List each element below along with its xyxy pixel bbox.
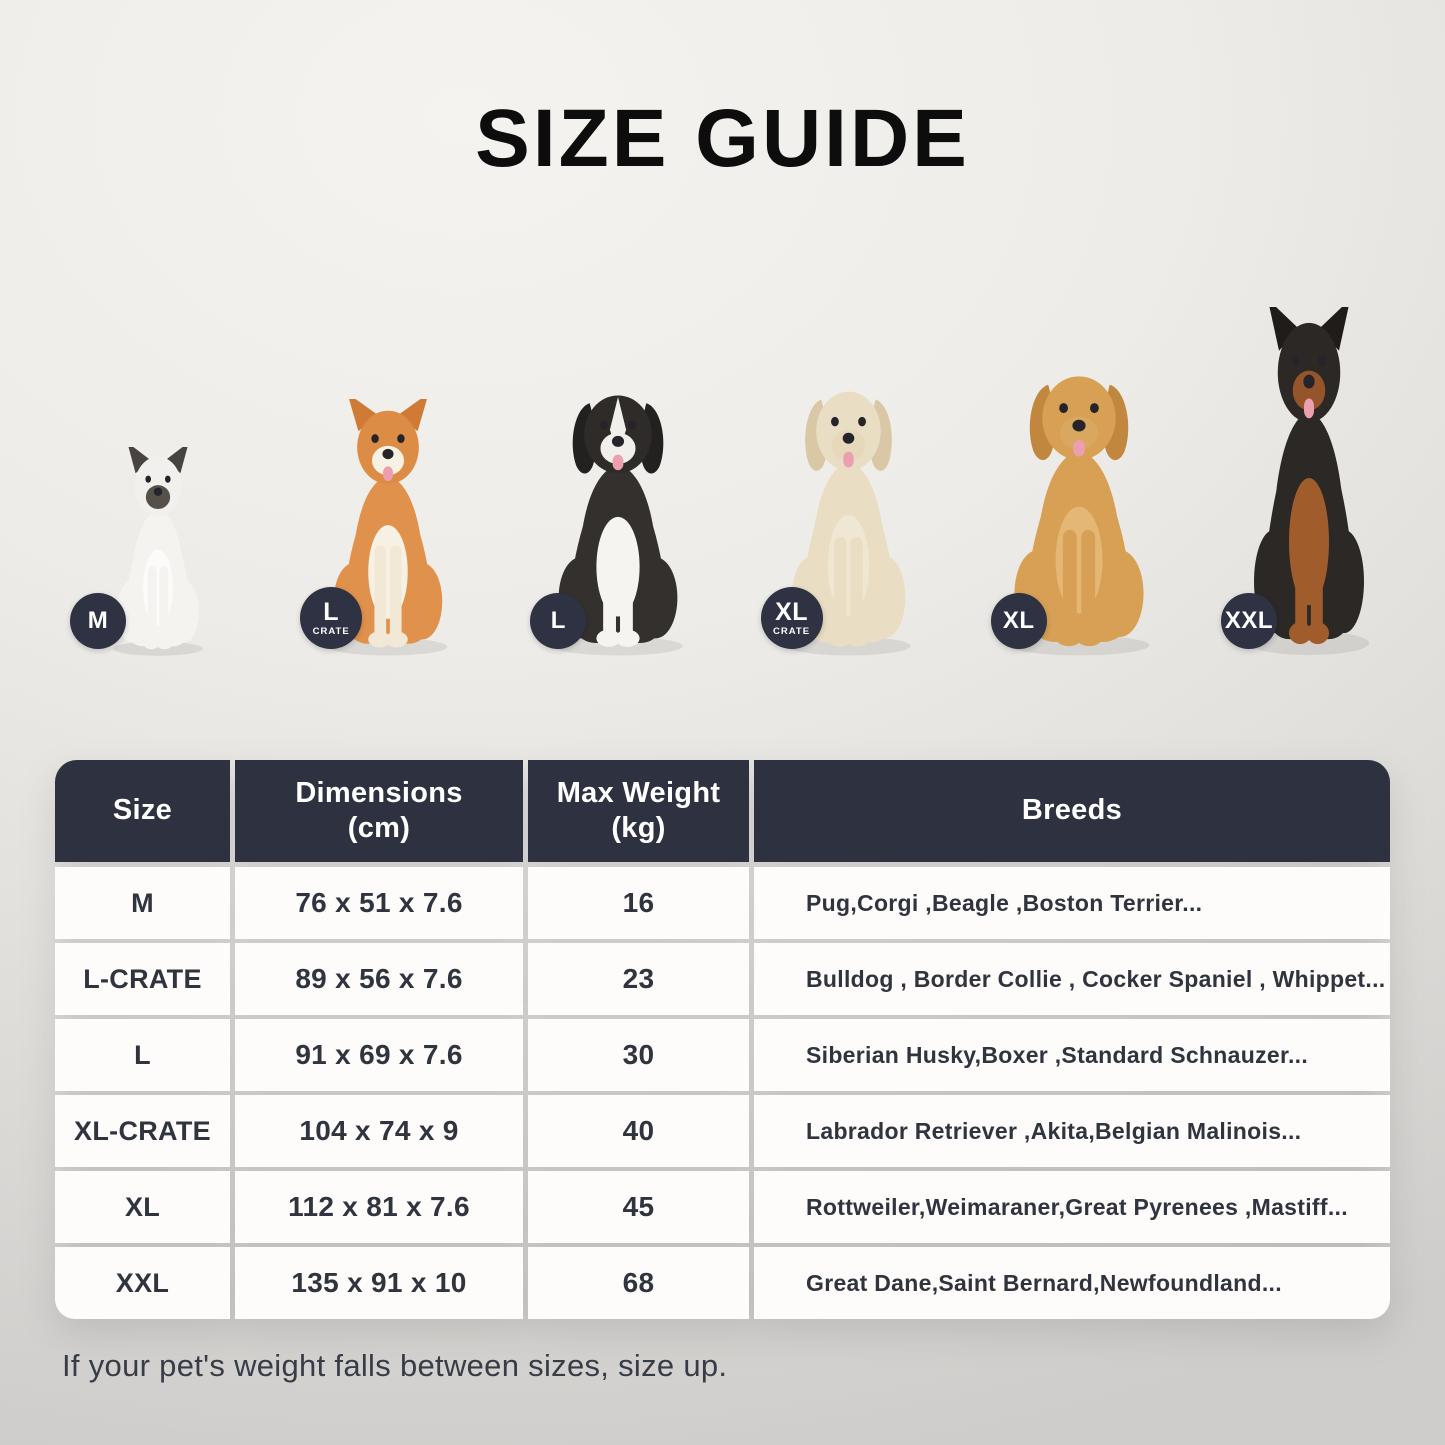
size-table: Size Dimensions (cm) Max Weight (kg) Bre… — [55, 760, 1390, 1319]
size-cell: XL-CRATE — [55, 1095, 230, 1167]
max-weight-cell: 40 — [528, 1095, 749, 1167]
size-badge: XXL — [1220, 593, 1277, 649]
size-badge-label: XL — [775, 597, 809, 626]
size-badge-label: XXL — [1224, 607, 1274, 634]
header-size: Size — [55, 760, 230, 862]
table-row: XL 112 x 81 x 7.6 45 Rottweiler,Weimaran… — [55, 1171, 1390, 1243]
size-badge: XL CRATE — [760, 587, 823, 649]
golden-retriever-illustration — [1008, 376, 1150, 656]
header-breeds: Breeds — [754, 760, 1390, 862]
dimensions-cell: 89 x 56 x 7.6 — [235, 943, 523, 1015]
table-body: M 76 x 51 x 7.6 16 Pug,Corgi ,Beagle ,Bo… — [55, 867, 1390, 1319]
table-header-row: Size Dimensions (cm) Max Weight (kg) Bre… — [55, 760, 1390, 862]
dog-figure-doberman: XXL — [1220, 303, 1397, 657]
size-cell: XXL — [55, 1247, 230, 1319]
size-badge-label: XL — [1002, 607, 1035, 634]
table-row: XXL 135 x 91 x 10 68 Great Dane,Saint Be… — [55, 1247, 1390, 1319]
size-cell: M — [55, 867, 230, 939]
table-row: L-CRATE 89 x 56 x 7.6 23 Bulldog , Borde… — [55, 943, 1390, 1015]
dog-figure-golden-retriever: XL — [990, 303, 1167, 657]
header-max-weight: Max Weight (kg) — [528, 760, 749, 862]
size-badge: L — [530, 593, 587, 649]
table-row: XL-CRATE 104 x 74 x 9 40 Labrador Retrie… — [55, 1095, 1390, 1167]
french-bulldog-illustration — [113, 447, 203, 656]
dimensions-cell: 104 x 74 x 9 — [235, 1095, 523, 1167]
dimensions-cell: 91 x 69 x 7.6 — [235, 1019, 523, 1091]
size-badge-label: L — [323, 597, 340, 626]
dimensions-cell: 76 x 51 x 7.6 — [235, 867, 523, 939]
dimensions-cell: 112 x 81 x 7.6 — [235, 1171, 523, 1243]
size-badge-label: M — [87, 607, 109, 634]
dog-figure-shiba-inu: L CRATE — [300, 303, 476, 657]
breeds-cell: Siberian Husky,Boxer ,Standard Schnauzer… — [754, 1019, 1390, 1091]
max-weight-cell: 30 — [528, 1019, 749, 1091]
size-badge-sublabel: CRATE — [312, 625, 350, 637]
breeds-cell: Labrador Retriever ,Akita,Belgian Malino… — [754, 1095, 1390, 1167]
page-title: SIZE GUIDE — [475, 93, 970, 184]
dog-figure-labrador-retriever: XL CRATE — [760, 303, 937, 657]
max-weight-cell: 68 — [528, 1247, 749, 1319]
border-collie-illustration — [553, 395, 684, 656]
size-cell: XL — [55, 1171, 230, 1243]
footer-note: If your pet's weight falls between sizes… — [62, 1348, 728, 1383]
breeds-cell: Pug,Corgi ,Beagle ,Boston Terrier... — [754, 867, 1390, 939]
breeds-cell: Rottweiler,Weimaraner,Great Pyrenees ,Ma… — [754, 1171, 1390, 1243]
doberman-illustration — [1248, 307, 1369, 656]
size-badge-label: L — [550, 607, 566, 634]
max-weight-cell: 45 — [528, 1171, 749, 1243]
table-row: M 76 x 51 x 7.6 16 Pug,Corgi ,Beagle ,Bo… — [55, 867, 1390, 939]
table-row: L 91 x 69 x 7.6 30 Siberian Husky,Boxer … — [55, 1019, 1390, 1091]
breeds-cell: Great Dane,Saint Bernard,Newfoundland... — [754, 1247, 1390, 1319]
size-cell: L-CRATE — [55, 943, 230, 1015]
max-weight-cell: 23 — [528, 943, 749, 1015]
dogs-row: M — [70, 303, 1397, 657]
size-badge: L CRATE — [300, 587, 363, 649]
breeds-cell: Bulldog , Border Collie , Cocker Spaniel… — [754, 943, 1390, 1015]
size-badge: M — [70, 593, 126, 649]
header-dimensions: Dimensions (cm) — [235, 760, 523, 862]
dimensions-cell: 135 x 91 x 10 — [235, 1247, 523, 1319]
size-badge: XL — [990, 593, 1047, 649]
dog-figure-french-bulldog: M — [70, 303, 246, 657]
size-badge-sublabel: CRATE — [773, 625, 811, 637]
max-weight-cell: 16 — [528, 867, 749, 939]
dog-figure-border-collie: L — [530, 303, 706, 657]
size-cell: L — [55, 1019, 230, 1091]
labrador-retriever-illustration — [786, 391, 911, 656]
